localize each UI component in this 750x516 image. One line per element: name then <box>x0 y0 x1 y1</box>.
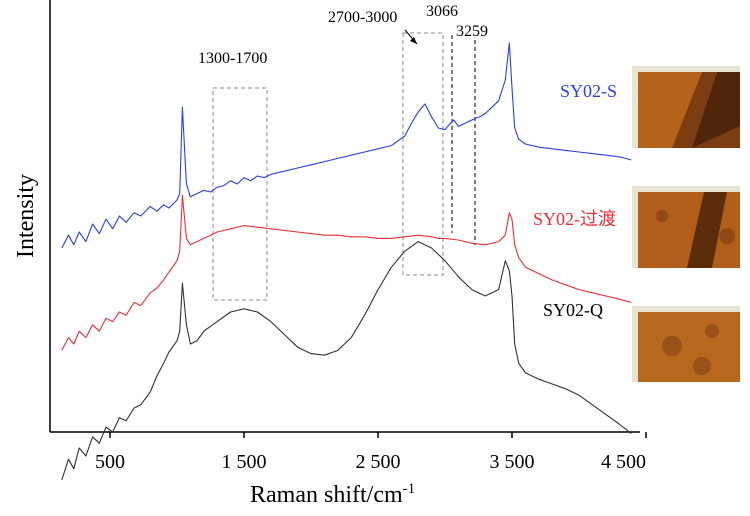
x-axis-label-text: Raman shift/cm <box>250 482 403 508</box>
micrograph-spot <box>705 324 719 338</box>
series-line-s <box>61 42 632 249</box>
x-tick-label: 500 <box>95 451 125 473</box>
series-label-s: SY02-S <box>560 81 617 101</box>
micrograph-q <box>632 306 740 382</box>
annotation-box-1300-1700 <box>212 87 268 301</box>
micrograph-scale-left <box>632 186 638 268</box>
micrograph-spot <box>656 210 668 222</box>
x-axis-label: Raman shift/cm-1 <box>250 481 415 508</box>
micrograph-spot <box>693 357 711 375</box>
micrograph-darker-region <box>692 72 740 148</box>
annotation-label-2700-3000: 2700-3000 <box>328 9 397 26</box>
annotation-arrow-head <box>410 37 417 44</box>
micrograph-scale-left <box>632 306 638 382</box>
x-ticks <box>109 432 647 438</box>
annotation-label-1300-1700: 1300-1700 <box>198 50 267 67</box>
micrograph-transition <box>632 186 740 268</box>
series-line-q <box>61 241 632 481</box>
micrograph-bg <box>632 306 740 382</box>
micrograph-scale-top <box>632 306 740 312</box>
x-tick-label: 3 500 <box>490 451 535 473</box>
micrograph-s <box>632 66 740 148</box>
micrograph-spot <box>662 336 682 356</box>
micrograph-scale-left <box>632 66 638 148</box>
micrograph-scale-top <box>632 186 740 192</box>
annotation-label-3259: 3259 <box>456 23 488 40</box>
micrograph-scale-top <box>632 66 740 72</box>
annotation-label-3066: 3066 <box>426 3 458 20</box>
x-tick-label: 1 500 <box>222 451 267 473</box>
x-tick-label: 2 500 <box>356 451 401 473</box>
series-layer <box>61 42 632 481</box>
annotation-box-2700-3000 <box>402 32 444 276</box>
x-tick-label: 4 500 <box>601 451 646 473</box>
series-line-transition <box>61 194 632 351</box>
micrograph-dark-band <box>687 192 727 268</box>
y-axis-label: Intensity <box>13 174 39 258</box>
series-label-transition: SY02-过渡 <box>533 209 616 229</box>
x-axis-label-sup: -1 <box>403 481 416 497</box>
series-label-q: SY02-Q <box>543 300 603 320</box>
micrograph-spot <box>719 228 735 244</box>
